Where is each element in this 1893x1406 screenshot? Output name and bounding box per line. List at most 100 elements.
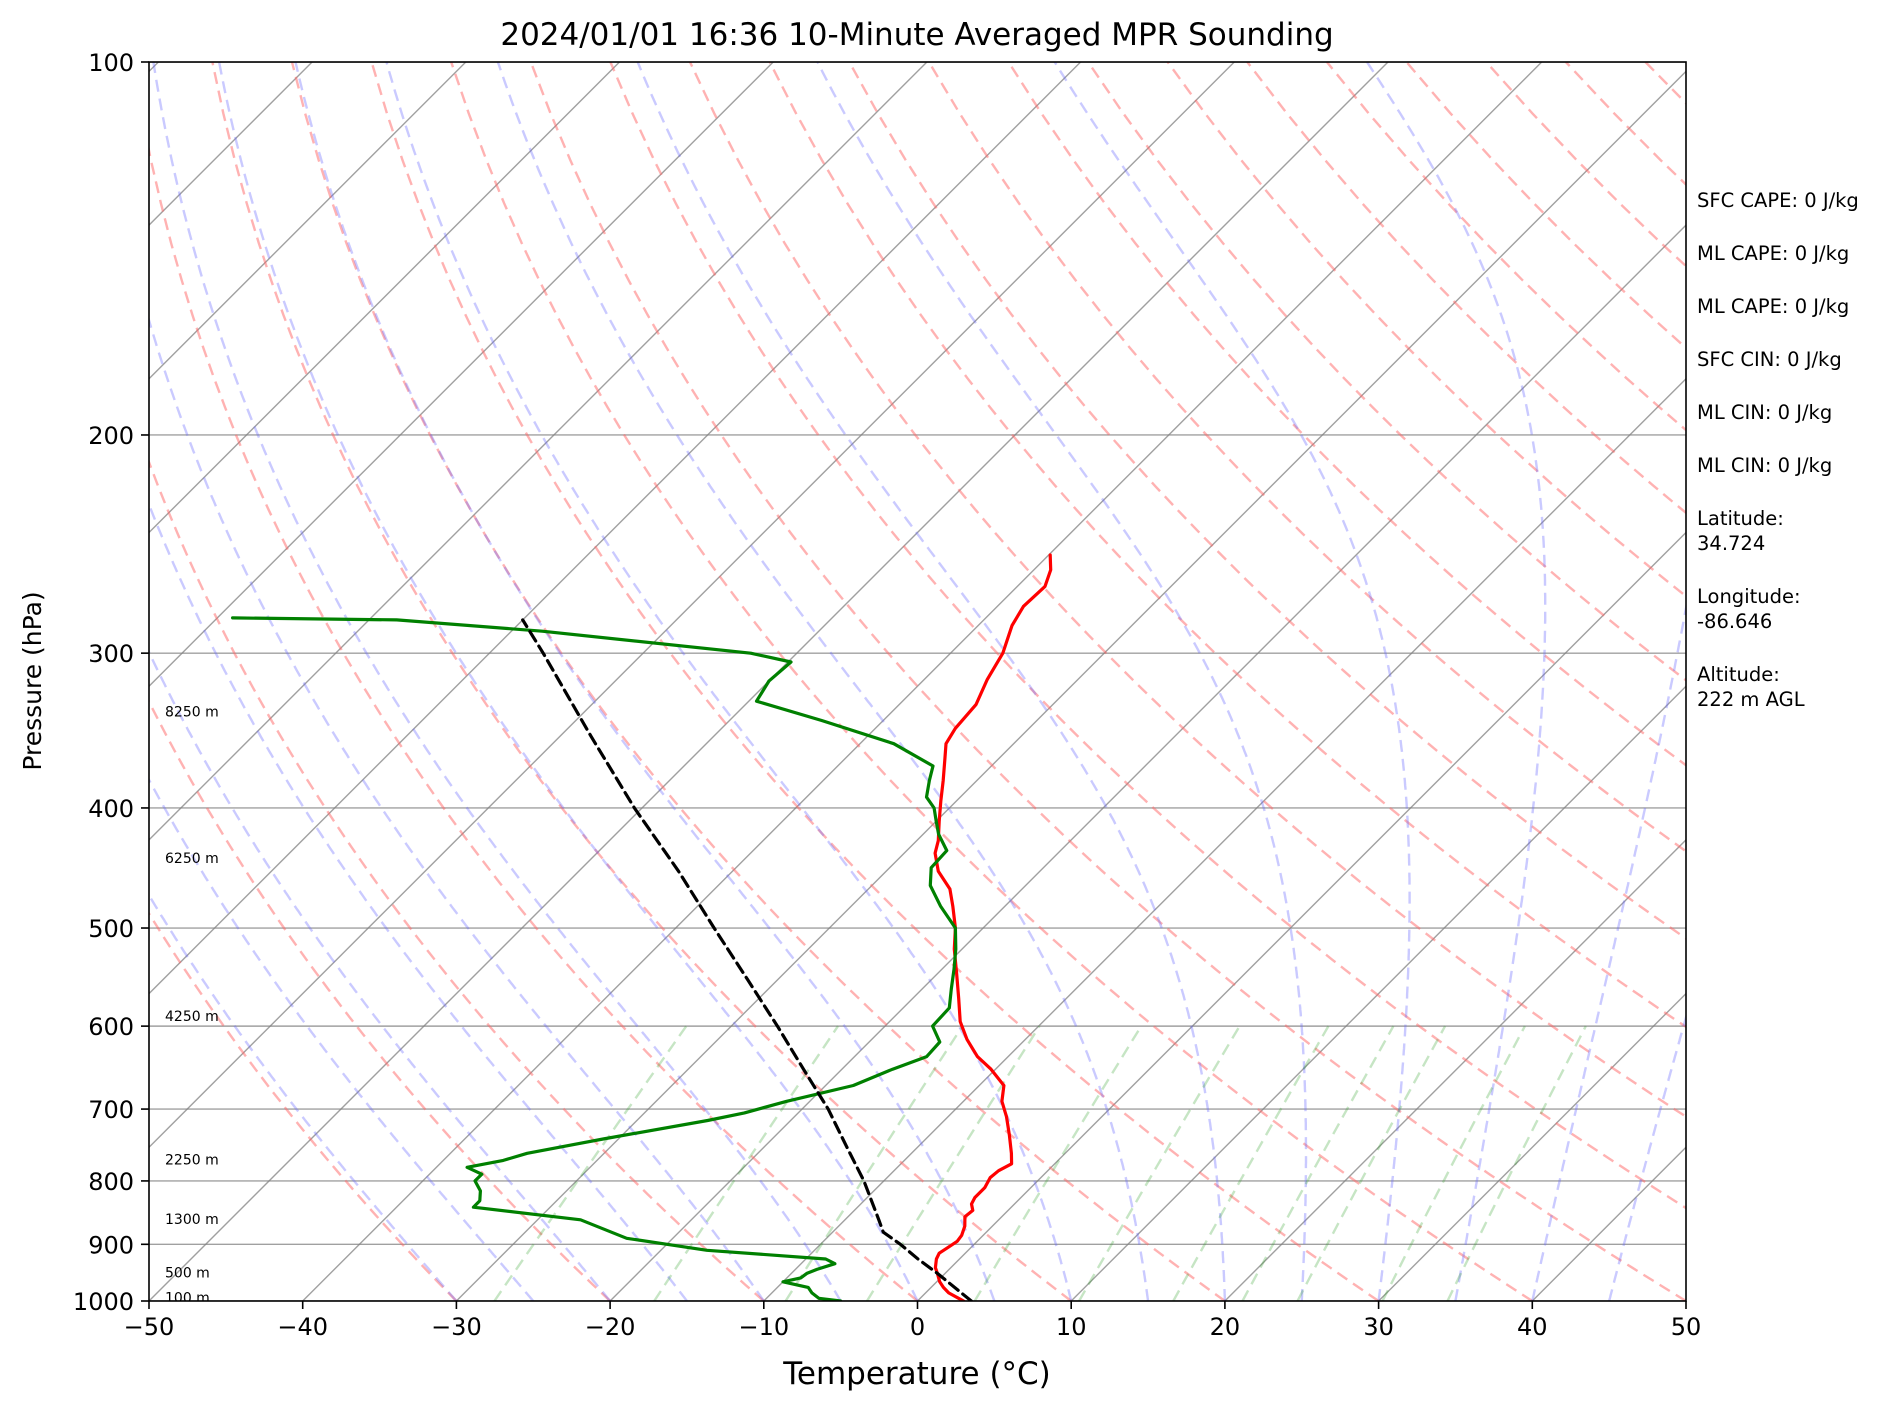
- height-label-1300-m: 1300 m: [165, 1212, 219, 1228]
- height-label-8250-m: 8250 m: [165, 705, 219, 721]
- isotherm--110: [149, 62, 467, 380]
- y-axis-ticks: 1000 900 800 700 600 500 400 300 200 100: [73, 49, 149, 1316]
- mixing-ratio-16: [1241, 1025, 1395, 1301]
- x-tick-label-40: 40: [1517, 1313, 1548, 1341]
- height-label-100-m: 100 m: [165, 1290, 210, 1306]
- ml-cin-text: ML CIN: 0 J/kg: [1697, 401, 1833, 424]
- y-tick-label-1000: 1000: [73, 1288, 134, 1316]
- y-tick-label-300: 300: [88, 640, 134, 668]
- moist-adiabat-40: [1531, 601, 1686, 1301]
- longitude-text: Longitude: -86.646: [1697, 585, 1801, 633]
- temperature-line: [933, 553, 1053, 1301]
- isotherm--100: [149, 62, 620, 534]
- height-label-500-m: 500 m: [165, 1265, 210, 1281]
- moist-adiabat--25: [149, 777, 535, 1301]
- sounding-info-panel: SFC CAPE: 0 J/kg ML CAPE: 0 J/kg ML CAPE…: [1697, 188, 1887, 740]
- isotherm-30: [1378, 992, 1686, 1301]
- isotherm--10: [763, 377, 1686, 1301]
- sfc-cin-text: SFC CIN: 0 J/kg: [1697, 348, 1842, 371]
- y-tick-label-900: 900: [88, 1231, 134, 1259]
- mixing-ratio-1: [653, 1025, 839, 1301]
- isotherm-10: [1070, 685, 1686, 1301]
- mixing-ratio-8: [1078, 1025, 1241, 1301]
- mixing-ratio-0.4: [493, 1025, 688, 1301]
- y-tick-label-400: 400: [88, 795, 134, 823]
- dewpoint-line: [231, 616, 958, 1301]
- y-tick-label-200: 200: [88, 422, 134, 450]
- isotherm--70: [149, 62, 1082, 995]
- moist-adiabat-25: [816, 62, 1308, 1301]
- moist-adiabat--30: [149, 892, 458, 1301]
- dry-adiabat-40: [450, 62, 1533, 1301]
- ml-cape-text: ML CAPE: 0 J/kg: [1697, 242, 1850, 265]
- dry-adiabat-50: [529, 62, 1686, 1301]
- y-tick-label-600: 600: [88, 1013, 134, 1041]
- x-tick-label-30: 30: [1363, 1313, 1394, 1341]
- sounding-profiles: [231, 553, 1053, 1301]
- dry-adiabat-100: [927, 62, 1686, 853]
- isotherm-0: [917, 531, 1686, 1301]
- mixing-ratio-36: [1446, 1025, 1587, 1301]
- dry-adiabat-0: [149, 144, 919, 1301]
- height-label-6250-m: 6250 m: [165, 851, 219, 867]
- chart-title: 2024/01/01 16:36 10-Minute Averaged MPR …: [500, 17, 1333, 53]
- mixing-ratio-2: [784, 1025, 964, 1301]
- height-label-4250-m: 4250 m: [165, 1009, 219, 1025]
- x-tick-label-20: 20: [1210, 1313, 1241, 1341]
- ml-cin-text-2: ML CIN: 0 J/kg: [1697, 454, 1833, 477]
- isotherm--40: [302, 62, 1543, 1301]
- mixing-ratio-20: [1296, 1025, 1447, 1301]
- x-axis-ticks: −50 −40 −30 −20 −10 0 10 20 30 40 50: [124, 1301, 1701, 1341]
- x-tick-label--40: −40: [277, 1313, 328, 1341]
- moist-adiabat-10: [385, 62, 1073, 1301]
- dry-adiabat-130: [1166, 62, 1686, 598]
- moist-adiabat-20: [636, 62, 1227, 1301]
- latitude-text: Latitude: 34.724: [1697, 507, 1784, 555]
- moist-adiabat-15: [496, 62, 1150, 1301]
- moist-adiabat-35: [1365, 62, 1547, 1301]
- dry-adiabat-60: [609, 62, 1686, 1210]
- parcel-line: [521, 618, 973, 1301]
- isotherm-lines: [149, 62, 1686, 1301]
- isotherm--60: [149, 62, 1235, 1149]
- x-tick-label-0: 0: [910, 1313, 925, 1341]
- mixing-ratio-lines: [493, 1025, 1587, 1301]
- isotherm--30: [455, 70, 1686, 1301]
- moist-adiabat-5: [294, 62, 996, 1301]
- dry-adiabat-10: [211, 62, 1072, 1301]
- dry-adiabat-90: [848, 62, 1686, 940]
- dry-adiabat-80: [768, 62, 1686, 1029]
- x-tick-label--20: −20: [585, 1313, 636, 1341]
- y-tick-label-700: 700: [88, 1096, 134, 1124]
- y-tick-label-800: 800: [88, 1168, 134, 1196]
- dry-adiabat-lines: [149, 62, 1686, 1301]
- dry-adiabat-20: [290, 62, 1226, 1301]
- plot-area: 100 m 500 m 1300 m 2250 m 4250 m 6250 m 8250 m: [149, 62, 1686, 1306]
- mixing-ratio-12: [1172, 1025, 1330, 1301]
- mixing-ratio-28: [1381, 1025, 1526, 1301]
- mixing-ratio-5: [973, 1025, 1143, 1301]
- isotherm--80: [149, 62, 928, 841]
- sfc-cape-text: SFC CAPE: 0 J/kg: [1697, 189, 1859, 212]
- moist-adiabat--5: [152, 62, 842, 1301]
- y-tick-label-500: 500: [88, 915, 134, 943]
- y-axis-label: Pressure (hPa): [18, 591, 47, 770]
- isotherm--90: [149, 62, 774, 688]
- moist-adiabat-30: [1053, 62, 1411, 1301]
- dry-adiabat--10: [149, 458, 765, 1301]
- moist-adiabat--10: [149, 316, 765, 1301]
- height-label-2250-m: 2250 m: [165, 1152, 219, 1168]
- x-tick-label--30: −30: [431, 1313, 482, 1341]
- x-tick-label--10: −10: [738, 1313, 789, 1341]
- height-labels: 100 m 500 m 1300 m 2250 m 4250 m 6250 m 8250 m: [165, 705, 219, 1306]
- x-tick-label--50: −50: [124, 1313, 175, 1341]
- dry-adiabat--30: [149, 911, 458, 1301]
- y-tick-label-100: 100: [88, 49, 134, 77]
- x-axis-label: Temperature (°C): [782, 1356, 1051, 1392]
- dry-adiabat-70: [688, 62, 1686, 1119]
- moist-adiabat-0: [217, 62, 919, 1301]
- ml-cape-text-2: ML CAPE: 0 J/kg: [1697, 295, 1850, 318]
- dry-adiabat-30: [370, 62, 1380, 1301]
